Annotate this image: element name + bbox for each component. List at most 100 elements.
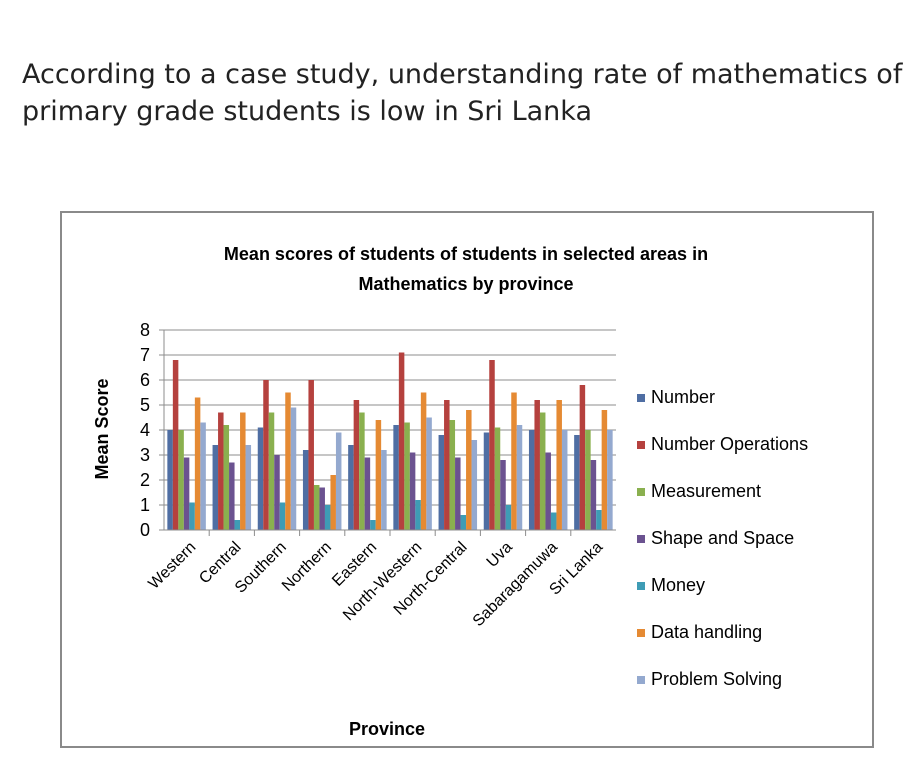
bar [353, 400, 360, 530]
bar [285, 392, 291, 530]
y-tick-label: 4 [140, 420, 150, 440]
y-tick-label: 7 [140, 345, 150, 365]
bar [183, 457, 190, 530]
bar [335, 432, 342, 530]
legend-entry: Shape and Space [651, 528, 794, 548]
bar [483, 432, 490, 530]
chart-title-line-2: Mathematics by province [358, 274, 573, 294]
bar [229, 462, 235, 530]
x-tick-label: North-Western [340, 539, 425, 624]
bar [579, 385, 586, 530]
legend-swatch [637, 441, 645, 449]
bar [471, 440, 478, 530]
bar [302, 450, 309, 530]
bar [375, 420, 382, 530]
bar [420, 392, 427, 530]
bar [319, 487, 325, 530]
bars [167, 352, 613, 530]
legend-entry: Measurement [651, 481, 761, 501]
x-tick-label: Northern [279, 539, 335, 595]
x-tick-label: Western [145, 539, 199, 593]
gridlines [164, 329, 616, 506]
y-tick-label: 3 [140, 445, 150, 465]
bar [330, 475, 336, 530]
bar [359, 412, 365, 530]
bar [494, 427, 501, 530]
bar [539, 412, 546, 530]
chart-frame: Mean scores of students of students in s… [60, 211, 874, 748]
y-axis-title: Mean Score [92, 378, 112, 479]
bar [426, 417, 432, 530]
legend-entry: Data handling [651, 622, 762, 642]
bar [590, 460, 597, 530]
bar [194, 397, 201, 530]
bar [574, 435, 580, 530]
bar [223, 425, 230, 530]
legend-swatch [637, 394, 645, 402]
bar [218, 412, 224, 530]
bar [607, 430, 613, 530]
x-axis-title: Province [349, 719, 425, 739]
bar [268, 412, 275, 530]
bar [324, 505, 331, 530]
bar [516, 425, 523, 530]
legend-swatch [637, 535, 645, 543]
bar [370, 520, 376, 530]
bar [393, 425, 399, 530]
bar [279, 502, 286, 530]
bar [534, 400, 540, 530]
bar [596, 510, 602, 530]
y-tick-label: 5 [140, 395, 150, 415]
bar [449, 420, 456, 530]
bar [601, 410, 608, 530]
bar [172, 360, 179, 530]
legend-swatch [637, 582, 645, 590]
bar [178, 430, 184, 530]
bar [489, 360, 495, 530]
chart-title: Mean scores of students of students in s… [224, 244, 708, 264]
bar [308, 380, 314, 530]
x-tick-label: Uva [484, 539, 516, 571]
bar [585, 430, 591, 530]
bar [415, 500, 421, 530]
bar [444, 400, 450, 530]
bar [505, 505, 512, 530]
bar [313, 485, 320, 530]
bar [398, 352, 405, 530]
bar [545, 452, 551, 530]
bar [200, 422, 206, 530]
bar [550, 512, 557, 530]
bar [500, 460, 506, 530]
legend-entry: Number [651, 387, 715, 407]
bar [409, 452, 416, 530]
y-tick-label: 8 [140, 320, 150, 340]
bar [234, 520, 241, 530]
legend: Number Number Operations Measurement Shape … [637, 387, 808, 689]
legend-entry: Money [651, 575, 705, 595]
bar [263, 380, 269, 530]
bar [257, 427, 264, 530]
y-tick-label: 1 [140, 495, 150, 515]
bar [167, 430, 173, 530]
caption-line-1: According to a case study, understanding… [22, 59, 903, 90]
bar [455, 457, 461, 530]
bar [528, 430, 535, 530]
slide-caption: According to a case study, understanding… [22, 56, 912, 130]
bar [511, 392, 517, 530]
bar [556, 400, 562, 530]
bar [348, 445, 354, 530]
bar [212, 445, 219, 530]
caption-line-2: primary grade students is low in Sri Lan… [22, 96, 592, 127]
bar [274, 455, 280, 530]
legend-swatch [637, 488, 645, 496]
legend-swatch [637, 629, 645, 637]
bar [290, 407, 297, 530]
bar [240, 412, 246, 530]
bar [189, 502, 195, 530]
bar [245, 445, 252, 530]
bar [561, 430, 568, 530]
bar [460, 515, 467, 530]
bar [381, 450, 387, 530]
bar [404, 422, 410, 530]
bar-chart: Mean scores of students of students in s… [92, 244, 808, 739]
